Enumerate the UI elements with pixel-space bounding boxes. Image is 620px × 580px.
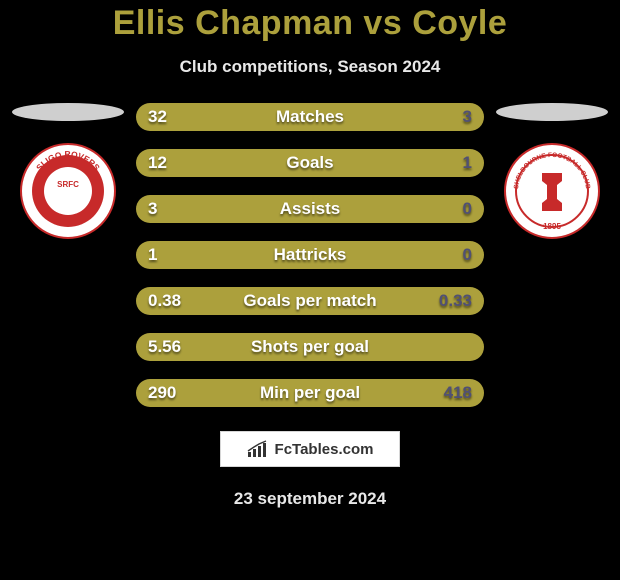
comparison-infographic: Ellis Chapman vs Coyle Club competitions… <box>0 0 620 580</box>
stat-label: Goals per match <box>243 291 376 311</box>
stat-value-right: 3 <box>424 107 472 127</box>
stat-bar: 3 Assists 0 <box>136 195 484 223</box>
stat-bar: 5.56 Shots per goal <box>136 333 484 361</box>
stat-label: Min per goal <box>260 383 360 403</box>
stat-label: Goals <box>286 153 333 173</box>
right-club-column: 1895 SHELBOURNE FOOTBALL CLUB <box>490 103 614 239</box>
stats-row: SRFC SLIGO ROVERS 32 Matches 3 12 Goals 1 3 Ass… <box>0 103 620 407</box>
stat-value-right: 418 <box>424 383 472 403</box>
brand-label: FcTables.com <box>275 441 374 458</box>
stat-value-left: 1 <box>148 245 196 265</box>
left-ellipse <box>12 103 124 121</box>
svg-text:SRFC: SRFC <box>57 180 79 189</box>
stat-bars: 32 Matches 3 12 Goals 1 3 Assists 0 1 Hattricks 0 0.… <box>130 103 490 407</box>
stat-value-left: 0.38 <box>148 291 196 311</box>
stat-label: Hattricks <box>274 245 347 265</box>
stat-value-right: 0 <box>424 199 472 219</box>
stat-label: Shots per goal <box>251 337 369 357</box>
shelbourne-crest-icon: 1895 SHELBOURNE FOOTBALL CLUB <box>504 143 600 239</box>
stat-value-left: 32 <box>148 107 196 127</box>
stat-bar: 12 Goals 1 <box>136 149 484 177</box>
svg-text:1895: 1895 <box>543 222 561 231</box>
left-club-column: SRFC SLIGO ROVERS <box>6 103 130 239</box>
stat-bar: 32 Matches 3 <box>136 103 484 131</box>
stat-value-right: 1 <box>424 153 472 173</box>
stat-value-right: 0.33 <box>424 291 472 311</box>
right-ellipse <box>496 103 608 121</box>
stat-value-left: 3 <box>148 199 196 219</box>
chart-growth-icon <box>247 440 269 458</box>
stat-bar: 290 Min per goal 418 <box>136 379 484 407</box>
brand-badge: FcTables.com <box>220 431 400 467</box>
footer-date: 23 september 2024 <box>0 489 620 509</box>
stat-value-left: 290 <box>148 383 196 403</box>
left-club-crest: SRFC SLIGO ROVERS <box>20 143 116 239</box>
stat-label: Assists <box>280 199 340 219</box>
sligo-rovers-crest-icon: SRFC SLIGO ROVERS <box>20 143 116 239</box>
page-subtitle: Club competitions, Season 2024 <box>0 57 620 77</box>
right-club-crest: 1895 SHELBOURNE FOOTBALL CLUB <box>504 143 600 239</box>
stat-bar: 1 Hattricks 0 <box>136 241 484 269</box>
stat-label: Matches <box>276 107 344 127</box>
stat-bar: 0.38 Goals per match 0.33 <box>136 287 484 315</box>
page-title: Ellis Chapman vs Coyle <box>0 4 620 43</box>
stat-value-left: 5.56 <box>148 337 196 357</box>
stat-value-left: 12 <box>148 153 196 173</box>
stat-value-right: 0 <box>424 245 472 265</box>
